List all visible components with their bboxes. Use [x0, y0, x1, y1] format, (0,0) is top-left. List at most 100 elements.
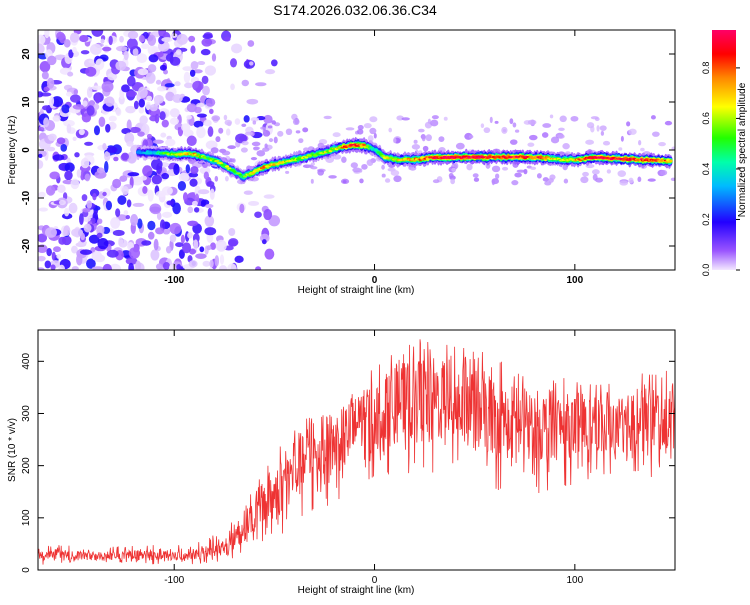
faint-blob [285, 170, 290, 174]
noise-blob [248, 200, 260, 206]
noise-blob [69, 32, 80, 43]
noise-blob [192, 200, 198, 207]
noise-blob [133, 100, 139, 110]
faint-blob [491, 179, 496, 186]
noise-blob [190, 45, 196, 54]
faint-blob [620, 135, 624, 142]
noise-blob [204, 215, 215, 227]
noise-blob [96, 167, 105, 174]
faint-blob [527, 142, 535, 147]
noise-blob [95, 58, 105, 71]
noise-blob [247, 40, 255, 47]
noise-blob [52, 115, 61, 122]
ridge-segment [384, 156, 389, 159]
noise-blob [72, 104, 85, 110]
noise-blob [101, 81, 114, 93]
spectrogram-x-label: Height of straight line (km) [298, 285, 415, 296]
noise-blob [124, 132, 135, 145]
noise-blob [57, 184, 66, 194]
noise-blob [46, 77, 55, 89]
faint-blob [267, 125, 273, 129]
noise-blob [149, 115, 158, 122]
noise-blob [132, 48, 139, 57]
noise-blob [152, 139, 164, 144]
spectrogram-ridge [136, 136, 673, 185]
faint-blob [600, 130, 605, 136]
noise-blob [51, 96, 64, 108]
faint-blob [262, 147, 270, 152]
noise-blob [108, 35, 113, 46]
noise-blob [163, 69, 168, 75]
noise-blob [176, 123, 183, 128]
noise-blob [147, 34, 157, 46]
faint-blob [251, 141, 261, 147]
faint-blob [557, 134, 565, 139]
faint-blob [381, 164, 385, 170]
faint-blob [637, 176, 642, 183]
noise-blob [135, 260, 142, 270]
faint-blob [342, 179, 347, 184]
noise-blob [192, 80, 204, 92]
noise-blob [123, 210, 129, 216]
noise-blob [255, 266, 262, 270]
noise-blob [138, 34, 145, 43]
noise-blob [150, 249, 160, 261]
noise-blob [38, 43, 45, 55]
noise-blob [209, 259, 214, 268]
faint-blob [221, 150, 231, 156]
noise-blob [126, 90, 137, 97]
noise-blob [165, 245, 172, 254]
noise-blob [155, 79, 162, 85]
noise-blob [184, 82, 194, 89]
noise-blob [195, 253, 207, 260]
faint-blob [618, 147, 623, 151]
noise-blob [38, 153, 43, 159]
noise-blob [47, 55, 57, 66]
noise-blob [108, 115, 117, 122]
noise-blob [270, 59, 278, 67]
faint-blob [606, 169, 611, 174]
noise-blob [162, 228, 171, 235]
noise-blob [231, 43, 243, 54]
noise-blob [190, 60, 199, 70]
y-tick-label: 200 [21, 457, 32, 474]
y-tick-label: 10 [21, 96, 32, 108]
noise-blob [261, 239, 267, 245]
faint-blob [596, 125, 600, 132]
noise-blob [49, 171, 60, 180]
ridge-segment [592, 155, 597, 158]
faint-blob [306, 164, 314, 168]
faint-blob [638, 140, 642, 146]
faint-blob [418, 128, 425, 133]
noise-blob [107, 72, 118, 81]
faint-blob [350, 162, 358, 169]
noise-blob [81, 113, 92, 123]
noise-blob [126, 140, 134, 147]
noise-blob [126, 38, 138, 50]
faint-blob [359, 178, 364, 184]
noise-blob [140, 175, 147, 181]
noise-blob [127, 172, 140, 177]
faint-blob [599, 125, 607, 131]
noise-blob [115, 208, 121, 217]
faint-blob [455, 142, 465, 150]
noise-blob [86, 105, 95, 116]
noise-blob [137, 68, 149, 76]
noise-blob [94, 170, 107, 179]
faint-blob [451, 167, 456, 172]
faint-blob [260, 126, 266, 130]
noise-blob [102, 142, 107, 151]
noise-blob [38, 233, 48, 243]
colorbar-tick-label: 0.8 [701, 62, 711, 75]
x-tick-label: -100 [164, 575, 184, 586]
noise-blob [203, 119, 212, 127]
faint-blob [232, 158, 236, 163]
noise-blob [112, 178, 122, 189]
noise-blob [264, 69, 276, 75]
noise-blob [80, 249, 92, 255]
noise-blob [38, 267, 45, 270]
faint-blob [570, 115, 579, 122]
faint-blob [421, 134, 426, 142]
noise-blob [146, 95, 153, 102]
faint-blob [393, 175, 402, 183]
